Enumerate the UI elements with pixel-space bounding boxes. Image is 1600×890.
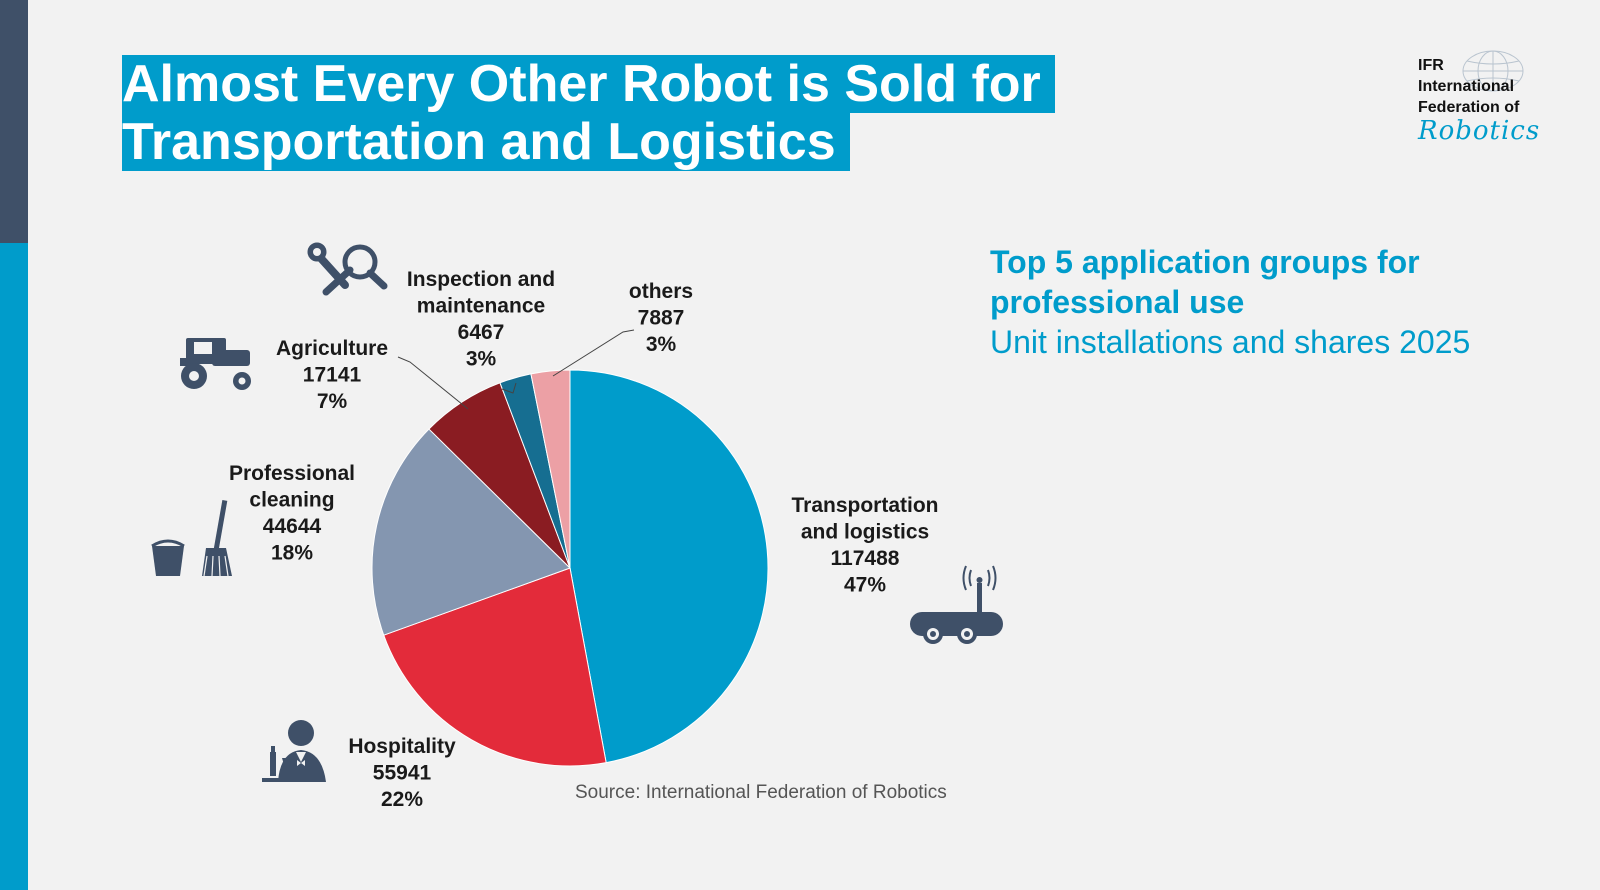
subtitle-line-1: Top 5 application groups for [990,244,1420,280]
logo-script-robotics: Robotics [1418,116,1541,146]
subtitle-line-2: professional use [990,284,1245,320]
globe-icon [1462,50,1524,92]
data-label-agriculture: Agriculture 17141 7% [276,337,388,413]
logo-text-federation: Federation of [1418,99,1520,116]
data-label-inspection-and-maintenance: Inspection and maintenance 6467 3% [407,268,555,371]
leader-line [397,356,469,410]
leader-line [501,382,517,394]
mobile-robot-icon [910,565,1003,644]
cleaning-bucket-broom-icon [151,500,232,577]
page-title: Almost Every Other Robot is Sold for Tra… [122,55,1055,171]
subtitle-line-3: Unit installations and shares 2025 [990,324,1471,360]
source-note: Source: International Federation of Robo… [575,782,947,803]
chart-subtitle: Top 5 application groups for professiona… [990,242,1550,362]
sidebar-accent-blue [0,243,28,890]
ifr-logo: IFR International Federation of Robotics [1418,50,1578,155]
wrench-magnifier-icon [307,242,388,296]
pie-slice-transportation-and-logistics [569,369,769,764]
pie-slice-others [530,369,571,569]
title-line-2: Transportation and Logistics [122,113,850,171]
data-label-professional-cleaning: Professional cleaning 44644 18% [229,462,355,565]
sidebar-accent-dark [0,0,28,243]
data-label-hospitality: Hospitality 55941 22% [348,735,456,811]
waiter-icon [262,720,326,782]
logo-text-ifr: IFR [1418,57,1444,74]
pie-slice-professional-cleaning [371,428,571,636]
pie-slice-hospitality [383,567,607,767]
leader-line [552,329,635,377]
logo-text-international: International [1418,78,1515,95]
title-line-1: Almost Every Other Robot is Sold for [122,55,1055,113]
tractor-icon [180,338,251,390]
data-label-transportation-and-logistics: Transportation and logistics 117488 47% [791,494,938,597]
data-label-others: others 7887 3% [629,280,693,356]
